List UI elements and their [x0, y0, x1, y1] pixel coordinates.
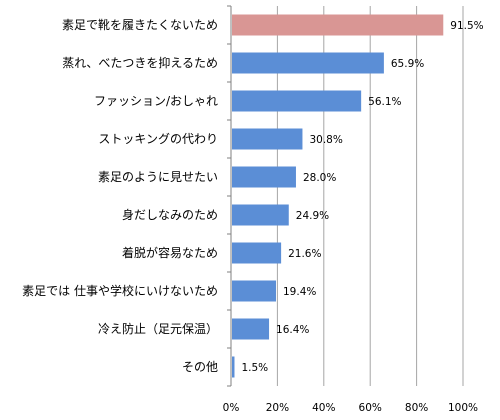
- bar: [232, 52, 384, 74]
- category-label: 素足では 仕事や学校にいけないため: [22, 283, 218, 298]
- category-label: 素足で靴を履きたくないため: [62, 18, 218, 32]
- value-label: 16.4%: [276, 324, 309, 336]
- category-label: 着脱が容易なため: [122, 245, 218, 260]
- x-tick-label: 80%: [405, 402, 428, 414]
- value-label: 56.1%: [368, 96, 401, 108]
- category-label: 素足のように見せたい: [98, 170, 218, 184]
- category-label: 蒸れ、べたつきを抑えるため: [62, 55, 218, 70]
- value-label: 1.5%: [241, 362, 268, 374]
- bar: [232, 14, 444, 36]
- category-labels: 素足で靴を履きたくないため蒸れ、べたつきを抑えるためファッション/おしゃれストッ…: [22, 18, 218, 374]
- value-label: 65.9%: [391, 58, 424, 70]
- value-labels: 91.5% 65.9% 56.1% 30.8% 28.0% 24.9% 21.6% 19.4%…: [241, 20, 483, 374]
- bar: [232, 356, 235, 378]
- x-tick-label: 40%: [312, 402, 335, 414]
- value-label: 21.6%: [288, 248, 321, 260]
- category-label: 冷え防止（足元保温）: [98, 321, 218, 336]
- category-label: ストッキングの代わり: [98, 132, 218, 146]
- value-label: 24.9%: [296, 210, 329, 222]
- value-label: 30.8%: [309, 134, 342, 146]
- category-label: その他: [182, 360, 218, 374]
- x-tick-label: 20%: [266, 402, 289, 414]
- bar: [232, 318, 270, 340]
- category-label: ファッション/おしゃれ: [94, 94, 218, 108]
- bar: [232, 128, 303, 150]
- bar: [232, 242, 282, 264]
- bar: [232, 280, 277, 302]
- x-tick-label: 0%: [223, 402, 240, 414]
- bar: [232, 204, 289, 226]
- value-label: 19.4%: [283, 286, 316, 298]
- category-label: 身だしなみのため: [122, 207, 218, 222]
- bar: [232, 90, 362, 112]
- bar: [232, 166, 296, 188]
- value-label: 28.0%: [303, 172, 336, 184]
- x-axis-ticks: 0% 20% 40% 60% 80% 100%: [223, 402, 478, 414]
- bars: [232, 14, 444, 378]
- value-label: 91.5%: [450, 20, 483, 32]
- x-tick-label: 60%: [359, 402, 382, 414]
- x-tick-label: 100%: [448, 402, 478, 414]
